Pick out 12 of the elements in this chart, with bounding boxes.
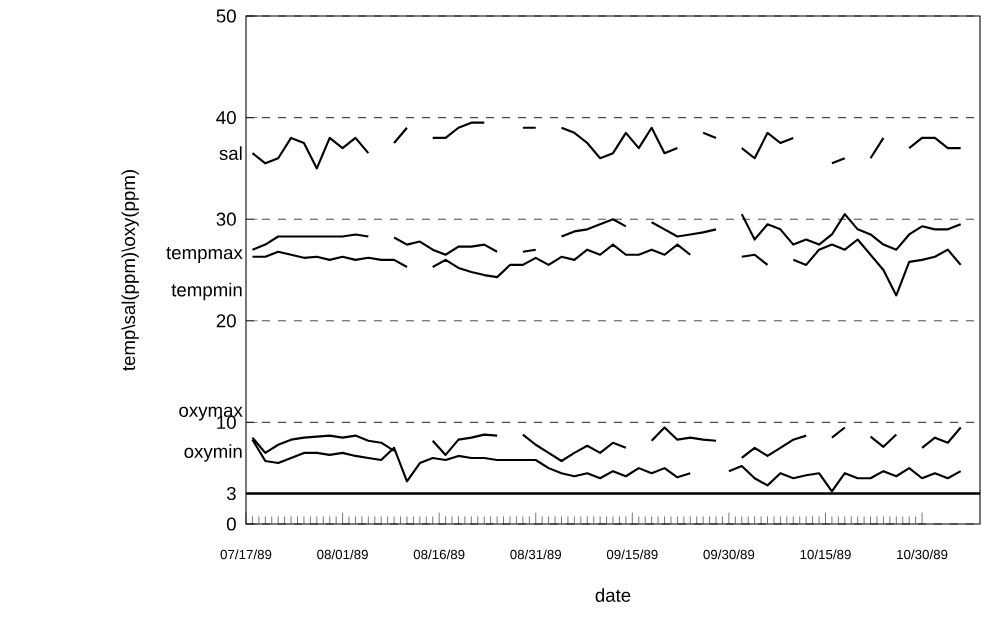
y-tick-label: 40 xyxy=(216,111,236,125)
series-label: tempmin xyxy=(171,282,242,301)
y-tick-label: 50 xyxy=(216,9,236,23)
y-tick-label: 20 xyxy=(216,314,236,328)
y-tick-label: 30 xyxy=(216,212,236,226)
series-label: tempmax xyxy=(166,247,243,263)
y-tick-label: 3 xyxy=(226,486,236,501)
x-axis-title: date xyxy=(595,588,631,602)
y-tick-label: 0 xyxy=(226,517,236,531)
series-label: oxymin xyxy=(184,444,242,462)
y-axis-title: temp\sal(ppm)\oxy(ppm) xyxy=(121,170,139,371)
series-label: sal xyxy=(219,146,242,160)
